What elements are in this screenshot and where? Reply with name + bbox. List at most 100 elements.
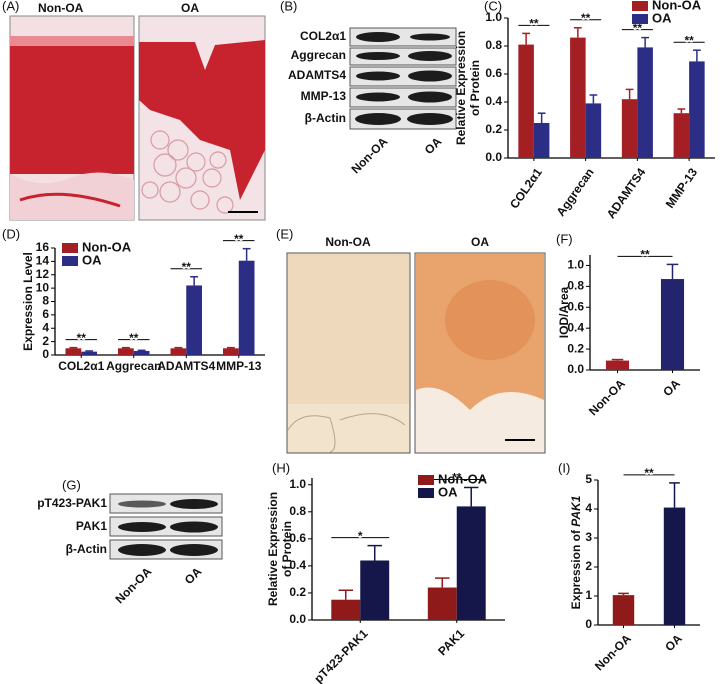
bar: [118, 348, 134, 355]
y-tick-label: 0.8: [485, 38, 502, 52]
y-tick-label: 14: [36, 254, 50, 268]
y-tick-label: 5: [585, 472, 592, 486]
y-tick-label: 0.6: [289, 531, 306, 545]
legend-swatch: [632, 1, 648, 11]
x-tick-label: PAK1: [435, 626, 467, 658]
y-axis-label-text: IOD/Area: [557, 287, 571, 339]
y-tick-label: 1.0: [485, 10, 502, 24]
significance-label: **: [529, 17, 539, 31]
blot-lane-label: Non-OA: [112, 564, 154, 606]
bar: [186, 285, 202, 355]
image-title: Non-OA: [38, 1, 84, 15]
error-bar: [435, 577, 450, 588]
bar: [133, 350, 150, 355]
y-tick-label: 4: [42, 320, 49, 334]
y-tick-label: 12: [36, 267, 50, 281]
error-bar: [589, 94, 598, 104]
x-tick-label: COL2α1: [58, 359, 104, 373]
western-blot: [109, 493, 223, 560]
x-tick-label: MMP-13: [216, 359, 262, 373]
y-tick-label: 3: [585, 530, 592, 544]
blot-row-label: β-Actin: [66, 542, 107, 556]
significance-label: *: [358, 529, 363, 543]
error-bar: [522, 32, 530, 45]
histology-image: [9, 15, 135, 221]
y-tick-label: 0.0: [567, 362, 584, 376]
y-tick-label: 0.6: [485, 66, 502, 80]
y-axis-label: Relative Expression: [454, 31, 468, 145]
legend-label: OA: [652, 10, 672, 25]
error-bar: [677, 108, 686, 114]
panel-label: (D): [2, 226, 20, 241]
y-tick-label: 0: [585, 617, 592, 631]
significance-label: **: [640, 248, 650, 262]
bar: [65, 348, 82, 355]
error-bar: [641, 36, 650, 48]
legend-label: Non-OA: [82, 239, 132, 254]
panel-label: (H): [272, 460, 290, 475]
error-bar: [121, 346, 130, 349]
blot-row-label: β-Actin: [305, 111, 346, 125]
bar: [585, 103, 602, 158]
x-tick-label: ADAMTS4: [157, 359, 215, 373]
error-bar: [573, 27, 582, 38]
error-bar: [338, 589, 354, 600]
blot-lane-label: Non-OA: [348, 134, 390, 176]
legend-label: Non-OA: [652, 0, 702, 12]
y-tick-label: 1: [585, 588, 592, 602]
significance-label: **: [182, 260, 192, 274]
y-tick-label: 0.2: [485, 122, 502, 136]
y-tick-label: 0: [42, 347, 49, 361]
panel-label: (F): [556, 231, 573, 246]
significance-label: **: [129, 331, 139, 345]
x-tick-label: Non-OA: [592, 631, 634, 673]
bar: [170, 348, 187, 355]
error-bar: [242, 247, 251, 261]
y-tick-label: 0.0: [485, 150, 502, 164]
y-tick-label: 0.4: [289, 558, 306, 572]
error-bar: [226, 346, 235, 349]
y-tick-label: 2: [585, 559, 592, 573]
legend-swatch: [632, 14, 648, 24]
y-tick-label: 0.6: [567, 299, 584, 313]
bar: [605, 360, 630, 370]
x-tick-label: pT423-PAK1: [311, 626, 370, 684]
bar: [621, 99, 638, 158]
y-axis-label-italic: PAK1: [569, 495, 583, 526]
error-bar: [618, 592, 629, 596]
x-tick-label: MMP-13: [663, 165, 701, 210]
panel-label: (G): [62, 477, 81, 492]
image-title: OA: [181, 1, 199, 15]
panel-label: (A): [2, 0, 19, 13]
blot-lane-label: OA: [422, 134, 445, 157]
blot-row-label: MMP-13: [301, 89, 347, 103]
y-axis-label-text: Expression Level: [21, 252, 35, 351]
legend-label: OA: [438, 484, 458, 499]
y-tick-label: 0.0: [289, 612, 306, 626]
image-title: OA: [471, 235, 489, 249]
error-bar: [174, 346, 183, 349]
legend-label: OA: [82, 252, 102, 267]
error-bar: [463, 486, 479, 507]
error-bar: [85, 350, 94, 352]
y-axis-label: Expression of PAK1: [569, 495, 583, 609]
x-tick-label: ADAMTS4: [604, 165, 649, 221]
image-title: Non-OA: [325, 235, 371, 249]
panel-label: (I): [558, 460, 570, 475]
y-axis-label: Expression Level: [21, 252, 35, 351]
y-tick-label: 0.2: [289, 585, 306, 599]
error-bar: [693, 49, 701, 62]
bar: [518, 44, 534, 158]
legend-swatch: [418, 488, 434, 498]
bar: [660, 279, 685, 370]
y-tick-label: 8: [42, 294, 49, 308]
y-axis-label: of Protein: [468, 60, 482, 116]
error-bar: [669, 482, 680, 508]
blot-row-label: PAK1: [76, 519, 107, 533]
bar: [360, 560, 390, 620]
bar: [689, 61, 705, 158]
bar: [456, 506, 486, 620]
bar: [223, 348, 239, 355]
legend-swatch: [62, 256, 78, 266]
bar: [81, 351, 97, 355]
